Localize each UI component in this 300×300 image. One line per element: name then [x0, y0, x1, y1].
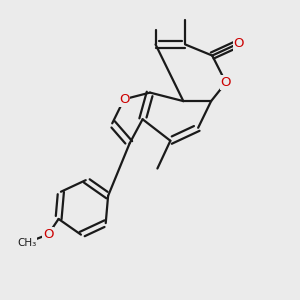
- Text: O: O: [234, 37, 244, 50]
- Text: O: O: [119, 93, 129, 106]
- Text: O: O: [43, 228, 53, 241]
- Text: CH₃: CH₃: [17, 238, 37, 248]
- Text: O: O: [221, 76, 231, 89]
